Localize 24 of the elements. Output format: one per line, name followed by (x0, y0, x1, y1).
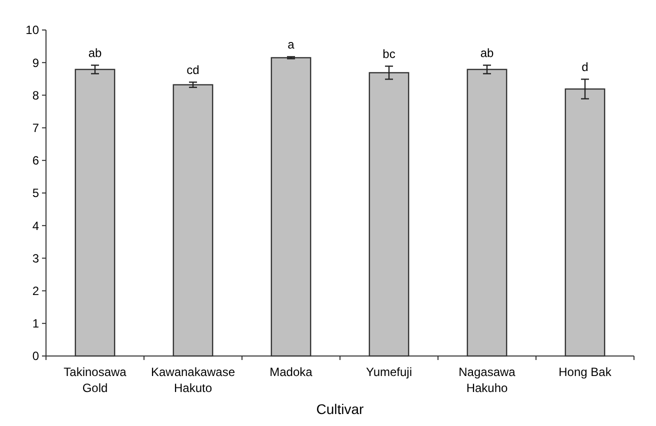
y-tick-label: 7 (32, 121, 40, 135)
annotation: d (582, 60, 588, 74)
annotation: bc (382, 47, 396, 62)
annotation: cd (186, 63, 200, 78)
y-tick-label: 3 (32, 251, 40, 266)
y-tick-label: 1 (32, 316, 40, 331)
y-tick-label: 6 (32, 154, 40, 168)
x-tick-label: Takinosawa Gold (64, 365, 127, 395)
x-tick-label: Madoka (270, 365, 313, 379)
annotation: ab (480, 46, 494, 60)
y-tick-label: 5 (32, 186, 40, 200)
y-tick-label: 4 (32, 218, 40, 233)
y-tick-label: 9 (32, 56, 40, 70)
x-tick-label: Kawanakawase Hakuto (150, 365, 236, 395)
annotation: ab (88, 46, 102, 60)
y-tick-label: 0 (32, 349, 40, 364)
y-tick-label: 2 (32, 284, 40, 298)
x-tick-label: Yumefuji (366, 365, 412, 379)
x-tick-label: Nagasawa Hakuho (458, 365, 516, 395)
x-tick-label: Hong Bak (558, 365, 612, 379)
x-axis-title: Cultivar (316, 401, 364, 417)
y-tick-label: 8 (32, 88, 40, 102)
y-tick-label: 10 (26, 23, 40, 38)
annotation: a (288, 38, 295, 52)
